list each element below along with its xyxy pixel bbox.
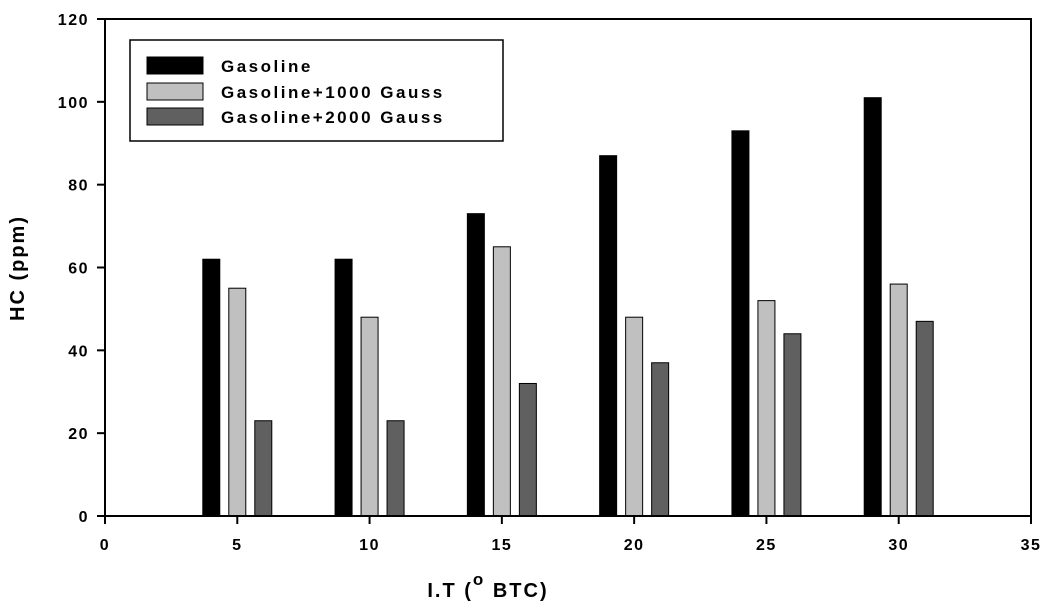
legend-swatch-gasoline-2000 (146, 107, 204, 126)
legend-label-gasoline-1000: Gasoline+1000 Gauss (221, 83, 445, 102)
x-tick-label: 0 (100, 537, 110, 554)
x-axis-title-degree: o (473, 570, 485, 589)
legend-label-gasoline-2000: Gasoline+2000 Gauss (221, 108, 445, 127)
y-tick-label: 120 (58, 12, 89, 29)
y-tick-label: 100 (58, 95, 89, 112)
bar-series3-x5 (254, 420, 273, 517)
legend: Gasoline Gasoline+1000 Gauss Gasoline+20… (129, 39, 504, 142)
bar-series2-x10 (360, 316, 379, 517)
x-tick-label: 25 (756, 537, 777, 554)
x-axis-ticks: 0 5 10 15 20 25 30 35 (100, 516, 1042, 554)
bar-series1-x10 (334, 258, 353, 517)
y-axis-title: HC (ppm) (7, 215, 29, 321)
bar-series2-x5 (228, 287, 247, 517)
x-tick-label: 5 (232, 537, 242, 554)
legend-swatch-gasoline (146, 56, 204, 75)
bar-series3-x25 (783, 333, 802, 517)
bar-series1-x15 (466, 213, 485, 517)
y-tick-label: 40 (68, 343, 89, 360)
legend-label-gasoline: Gasoline (221, 57, 313, 76)
x-tick-label: 10 (359, 537, 380, 554)
y-tick-label: 80 (68, 178, 89, 195)
x-tick-label: 35 (1021, 537, 1042, 554)
y-tick-label: 60 (68, 261, 89, 278)
bar-series3-x20 (651, 362, 670, 517)
y-axis-ticks: 0 20 40 60 80 100 120 (58, 12, 105, 526)
bars-layer (202, 97, 934, 517)
bar-series3-x30 (915, 320, 934, 517)
bar-series1-x25 (731, 130, 750, 517)
x-axis-title-main: I.T ( (427, 580, 473, 602)
bar-series2-x25 (757, 300, 776, 517)
x-axis-title: I.T (o BTC) (427, 570, 548, 602)
x-tick-label: 20 (624, 537, 645, 554)
bar-series1-x30 (863, 97, 882, 517)
bar-series2-x20 (625, 316, 644, 517)
bar-series1-x5 (202, 258, 221, 517)
bar-series2-x30 (889, 283, 908, 517)
bar-series2-x15 (492, 246, 511, 517)
x-axis-title-unit: BTC) (485, 580, 548, 602)
bar-series1-x20 (599, 155, 618, 517)
x-tick-label: 15 (491, 537, 512, 554)
legend-swatch-gasoline-1000 (146, 82, 204, 101)
y-tick-label: 20 (68, 426, 89, 443)
x-tick-label: 30 (888, 537, 909, 554)
bar-series3-x10 (386, 420, 405, 517)
y-tick-label: 0 (79, 509, 89, 526)
bar-series3-x15 (518, 382, 537, 517)
